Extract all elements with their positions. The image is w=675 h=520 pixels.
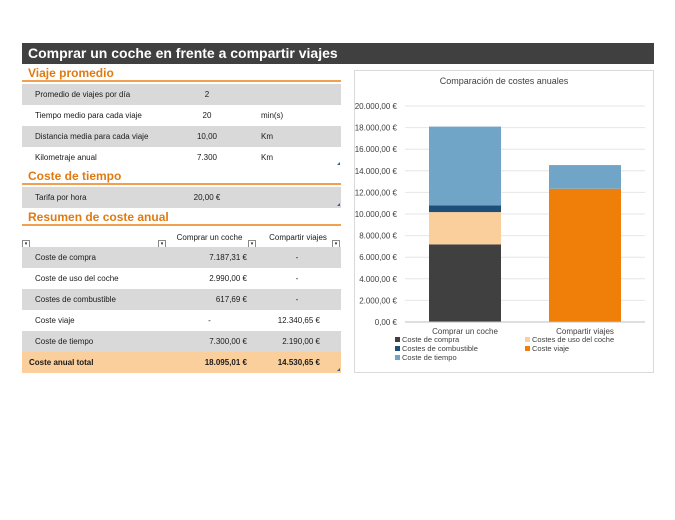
bar-segment [549, 165, 621, 189]
row-unit: Km [261, 153, 273, 162]
row-label: Costes de combustible [35, 295, 116, 304]
y-tick-label: 6.000,00 € [359, 253, 397, 262]
y-tick-label: 8.000,00 € [359, 232, 397, 241]
total-comprar: 18.095,01 € [204, 358, 247, 367]
y-tick-label: 0,00 € [375, 318, 398, 327]
legend-swatch [395, 346, 400, 351]
section-header-tiempo: Coste de tiempo [22, 167, 341, 185]
y-tick-label: 14.000,00 € [355, 167, 398, 176]
table-row: Coste viaje - 12.340,65 € [22, 310, 341, 331]
row-label: Coste viaje [35, 316, 75, 325]
row-unit: Km [261, 132, 273, 141]
y-tick-label: 2.000,00 € [359, 296, 397, 305]
row-label: Kilometraje anual [35, 153, 97, 162]
cell-comprar: - [208, 316, 211, 325]
bar-segment [429, 205, 501, 213]
cell-compartir: - [295, 274, 299, 283]
cost-comparison-chart[interactable]: Comparación de costes anuales 0,00 € 2.00… [354, 70, 654, 373]
legend-label: Coste viaje [532, 344, 569, 353]
legend-swatch [525, 346, 530, 351]
table-row: Kilometraje anual 7.300 Km [22, 147, 341, 168]
y-tick-label: 4.000,00 € [359, 275, 397, 284]
legend-swatch [395, 355, 400, 360]
row-label: Coste de tiempo [35, 337, 94, 346]
legend-swatch [395, 337, 400, 342]
trip-distance-input[interactable]: 10,00 [196, 132, 218, 141]
cell-comprar: 7.300,00 € [209, 337, 247, 346]
total-row: Coste anual total 18.095,01 € 14.530,65 … [22, 352, 341, 373]
legend-label: Coste de compra [402, 335, 460, 344]
bar-segment [429, 244, 501, 322]
page-title: Comprar un coche en frente a compartir v… [22, 43, 654, 64]
table-row: Costes de combustible 617,69 € - [22, 289, 341, 310]
table-resize-handle[interactable] [337, 162, 340, 165]
table-resize-handle[interactable] [337, 368, 340, 371]
y-tick-label: 10.000,00 € [355, 210, 398, 219]
row-label: Promedio de viajes por día [35, 90, 131, 99]
cell-compartir: - [295, 253, 299, 262]
row-label: Coste de uso del coche [35, 274, 119, 283]
legend-label: Costes de uso del coche [532, 335, 614, 344]
table-resize-handle[interactable] [337, 203, 340, 206]
x-tick-label: Compartir viajes [556, 327, 614, 336]
chart-canvas: 0,00 € 2.000,00 € 4.000,00 € 6.000,00 € 8.00… [355, 102, 645, 362]
table-row: Distancia media para cada viaje 10,00 Km [22, 126, 341, 147]
section-header-resumen: Resumen de coste anual [22, 208, 341, 226]
annual-mileage-value: 7.300 [196, 153, 218, 162]
row-label: Coste de compra [35, 253, 96, 262]
y-tick-label: 16.000,00 € [355, 145, 398, 154]
column-header-compartir: Compartir viajes [269, 233, 327, 242]
table-row: Coste de uso del coche 2.990,00 € - [22, 268, 341, 289]
table-row: Tarifa por hora 20,00 € [22, 187, 341, 208]
legend-label: Costes de combustible [402, 344, 478, 353]
hourly-rate-input[interactable]: 20,00 € [193, 193, 221, 202]
cell-compartir: 2.190,00 € [282, 337, 320, 346]
row-label: Tarifa por hora [35, 193, 87, 202]
cell-compartir: 12.340,65 € [277, 316, 320, 325]
cell-comprar: 617,69 € [215, 295, 247, 304]
section-header-viaje: Viaje promedio [22, 64, 341, 82]
table-row: Coste de tiempo 7.300,00 € 2.190,00 € [22, 331, 341, 352]
total-compartir: 14.530,65 € [277, 358, 320, 367]
cell-comprar: 2.990,00 € [209, 274, 247, 283]
legend-label: Coste de tiempo [402, 353, 457, 362]
row-label: Tiempo medio para cada viaje [35, 111, 142, 120]
y-tick-label: 18.000,00 € [355, 124, 398, 133]
column-header-comprar: Comprar un coche [176, 233, 243, 242]
chart-title: Comparación de costes anuales [439, 76, 569, 86]
bar-segment [549, 188, 621, 322]
cell-compartir: - [295, 295, 299, 304]
y-tick-label: 20.000,00 € [355, 102, 398, 111]
table-row: Promedio de viajes por día 2 [22, 84, 341, 105]
bar-segment [429, 212, 501, 245]
cell-comprar: 7.187,31 € [209, 253, 247, 262]
table-row: Coste de compra 7.187,31 € - [22, 247, 341, 268]
y-tick-label: 12.000,00 € [355, 188, 398, 197]
trips-per-day-input[interactable]: 2 [204, 90, 210, 99]
table-row: Tiempo medio para cada viaje 20 min(s) [22, 105, 341, 126]
legend-swatch [525, 337, 530, 342]
x-tick-label: Comprar un coche [432, 327, 498, 336]
row-unit: min(s) [261, 111, 284, 120]
bar-segment [429, 126, 501, 206]
row-label: Distancia media para cada viaje [35, 132, 149, 141]
trip-time-input[interactable]: 20 [202, 111, 212, 120]
total-label: Coste anual total [29, 358, 94, 367]
